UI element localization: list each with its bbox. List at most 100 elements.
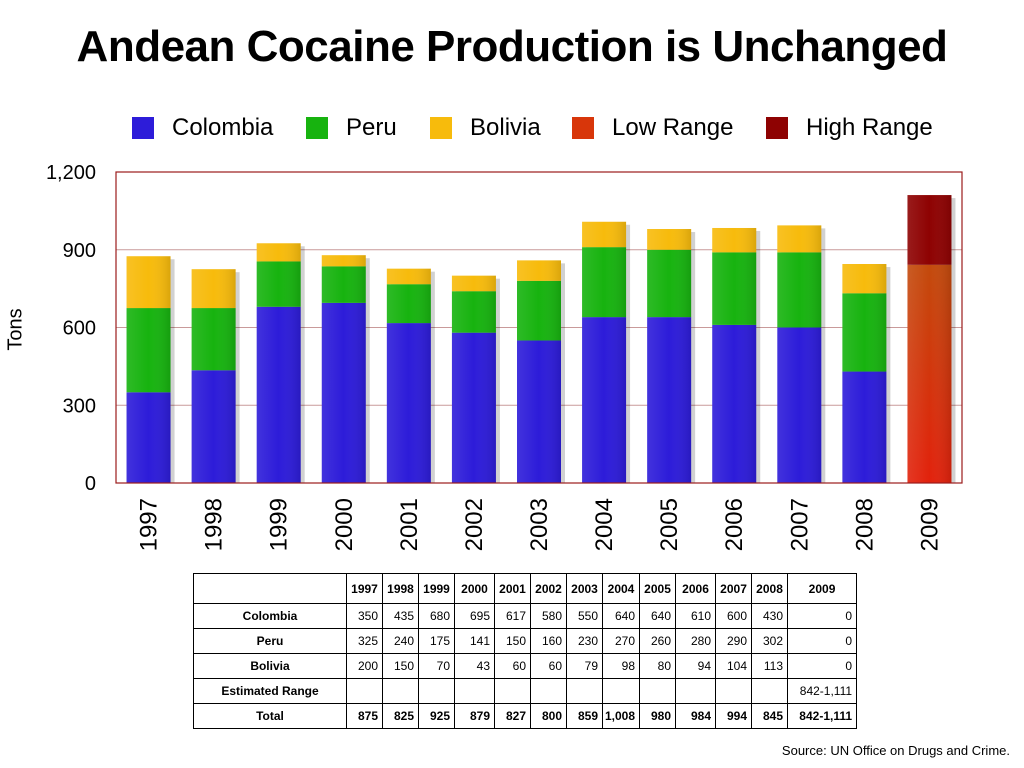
bar-highlight-2001	[386, 268, 431, 483]
table-cell: 60	[530, 653, 567, 679]
table-cell	[494, 678, 531, 704]
table-cell: 800	[530, 703, 567, 729]
stacked-bar-chart: 0 300 600 900 1,200 1997 1998 1999 2000 2001 2002…	[46, 162, 963, 551]
table-header-cell: 1997	[346, 573, 383, 604]
x-tick-label: 2000	[331, 498, 358, 551]
y-tick-label: 300	[63, 395, 96, 417]
x-tick-label: 1999	[266, 498, 293, 551]
table-cell: 842-1,111	[787, 703, 858, 729]
table-cell: 825	[382, 703, 419, 729]
table-cell: 79	[566, 653, 603, 679]
table-cell: 994	[715, 703, 753, 729]
bar-highlight-2002	[451, 275, 496, 483]
table-cell: 113	[751, 653, 789, 679]
table-cell: 94	[675, 653, 717, 679]
x-tick-label: 2005	[656, 498, 683, 551]
table-header-cell: 2000	[454, 573, 495, 604]
table-header-cell: 2006	[675, 573, 717, 604]
legend-label-colombia: Colombia	[172, 114, 274, 141]
table-row-label: Bolivia	[193, 653, 347, 679]
plot-area-border	[115, 171, 963, 484]
table-cell: 827	[494, 703, 531, 729]
table-cell: 141	[454, 628, 495, 654]
table-cell	[639, 678, 677, 704]
table-cell: 260	[639, 628, 677, 654]
table-cell: 550	[566, 603, 603, 629]
bar-highlight-2009	[907, 195, 952, 483]
table-cell	[382, 678, 419, 704]
table-cell	[675, 678, 717, 704]
bars	[126, 195, 956, 483]
table-header-row: 1997 1998 1999 2000 2001 2002 2003 2004 2005 2006…	[193, 573, 858, 604]
table-row-label: Total	[193, 703, 347, 729]
y-tick-label: 1,200	[46, 162, 96, 184]
table-cell: 0	[787, 603, 858, 629]
table-header-cell: 2008	[751, 573, 789, 604]
table-cell: 980	[639, 703, 677, 729]
table-cell: 695	[454, 603, 495, 629]
table-cell: 600	[715, 603, 753, 629]
table-cell	[601, 678, 641, 704]
bar-highlight-2006	[712, 227, 757, 483]
table-cell: 984	[675, 703, 717, 729]
table-cell: 302	[751, 628, 789, 654]
table-header-cell: 2003	[566, 573, 603, 604]
table-cell: 842-1,111	[787, 678, 858, 704]
y-tick-label: 600	[63, 318, 96, 340]
table-row-label: Colombia	[193, 603, 347, 629]
table-header-cell: 2005	[639, 573, 677, 604]
x-tick-label: 2003	[526, 498, 553, 551]
x-tick-label: 2006	[721, 498, 748, 551]
table-cell: 230	[566, 628, 603, 654]
table-row-label: Peru	[193, 628, 347, 654]
table-cell: 1,008	[601, 703, 641, 729]
table-header-cell: 2007	[715, 573, 753, 604]
legend-swatch-low-range	[572, 117, 594, 139]
legend-swatch-bolivia	[430, 117, 452, 139]
table-header-cell: 2002	[530, 573, 567, 604]
y-axis-ticks: 0 300 600 900 1,200	[46, 162, 96, 495]
x-tick-label: 1997	[136, 498, 163, 551]
legend-label-bolivia: Bolivia	[470, 114, 541, 141]
table-cell: 640	[639, 603, 677, 629]
table-cell: 0	[787, 653, 858, 679]
bar-highlight-1999	[256, 243, 301, 483]
table-cell: 80	[639, 653, 677, 679]
legend-swatch-colombia	[132, 117, 154, 139]
table-row: Bolivia 200 150 70 43 60 60 79 98 80 94 104 113 0	[193, 653, 858, 679]
table-cell: 845	[751, 703, 789, 729]
table-cell: 270	[601, 628, 641, 654]
table-cell: 160	[530, 628, 567, 654]
legend-swatch-peru	[306, 117, 328, 139]
bar-highlight-2000	[321, 255, 366, 483]
table-cell: 430	[751, 603, 789, 629]
table-cell	[530, 678, 567, 704]
table-row: Colombia 350 435 680 695 617 580 550 640 640 610 60…	[193, 603, 858, 629]
x-tick-label: 2009	[916, 498, 943, 551]
table-cell	[566, 678, 603, 704]
table-cell: 859	[566, 703, 603, 729]
x-axis-ticks: 1997 1998 1999 2000 2001 2002 2003 2004 2005 2006…	[136, 498, 944, 551]
table-cell: 70	[418, 653, 455, 679]
x-tick-label: 2004	[591, 498, 618, 551]
table-cell: 879	[454, 703, 495, 729]
table-cell: 640	[601, 603, 641, 629]
table-cell: 875	[346, 703, 383, 729]
table-cell: 280	[675, 628, 717, 654]
table-row: Peru 325 240 175 141 150 160 230 270 260 280 290 302…	[193, 628, 858, 654]
table-cell	[346, 678, 383, 704]
bar-highlight-2005	[647, 229, 692, 483]
x-tick-label: 2002	[461, 498, 488, 551]
table-cell: 580	[530, 603, 567, 629]
table-cell: 435	[382, 603, 419, 629]
table-cell: 290	[715, 628, 753, 654]
page-title: Andean Cocaine Production is Unchanged	[76, 22, 948, 71]
table-cell: 680	[418, 603, 455, 629]
table-cell	[715, 678, 753, 704]
table-cell: 43	[454, 653, 495, 679]
table-header-cell	[193, 573, 347, 604]
table-cell: 200	[346, 653, 383, 679]
table-cell: 175	[418, 628, 455, 654]
bar-highlight-2007	[777, 225, 822, 483]
bar-highlight-2004	[582, 221, 627, 483]
